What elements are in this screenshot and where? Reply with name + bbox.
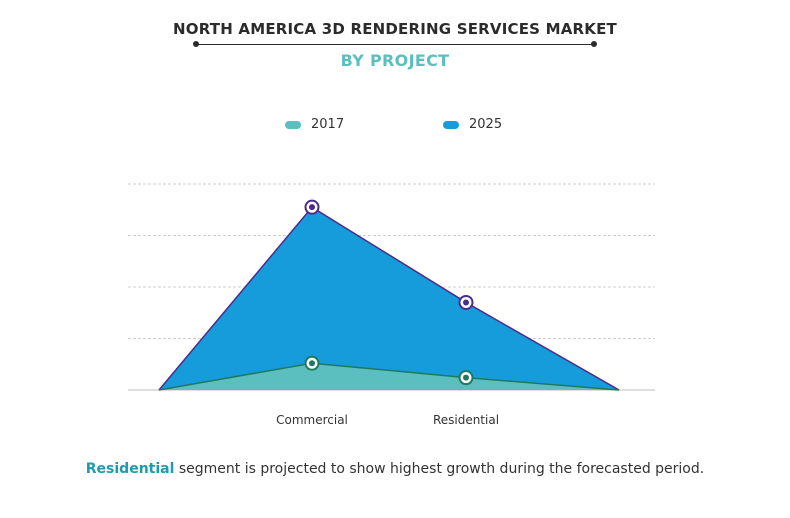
chart-title: NORTH AMERICA 3D RENDERING SERVICES MARK… bbox=[173, 20, 617, 38]
legend-label-2025: 2025 bbox=[469, 117, 503, 132]
x-tick-label-commercial: Commercial bbox=[276, 413, 348, 427]
legend-item-2025: 2025 bbox=[443, 117, 502, 132]
line-series-2017 bbox=[158, 362, 620, 391]
legend-swatch-2025 bbox=[443, 120, 459, 129]
x-tick-label-residential: Residential bbox=[433, 413, 499, 427]
legend-item-2017: 2017 bbox=[285, 117, 344, 132]
data-point-core-2025-residential bbox=[463, 299, 469, 306]
footnote: Residential segment is projected to show… bbox=[0, 461, 790, 477]
data-point-core-2017-residential bbox=[463, 374, 469, 381]
data-point-core-2025-commercial bbox=[309, 204, 315, 211]
area-series-2025 bbox=[159, 207, 619, 390]
legend-swatch-2017 bbox=[285, 120, 301, 129]
footnote-text: segment is projected to show highest gro… bbox=[174, 461, 705, 477]
footnote-highlight: Residential bbox=[85, 461, 175, 477]
legend-label-2017: 2017 bbox=[311, 117, 345, 132]
data-point-core-2017-commercial bbox=[309, 360, 315, 367]
title-underline bbox=[196, 44, 594, 45]
chart-subtitle: BY PROJECT bbox=[340, 51, 450, 70]
title-underline-left-dot bbox=[193, 41, 199, 47]
title-underline-right-dot bbox=[591, 41, 597, 47]
line-series-2025 bbox=[158, 206, 620, 391]
